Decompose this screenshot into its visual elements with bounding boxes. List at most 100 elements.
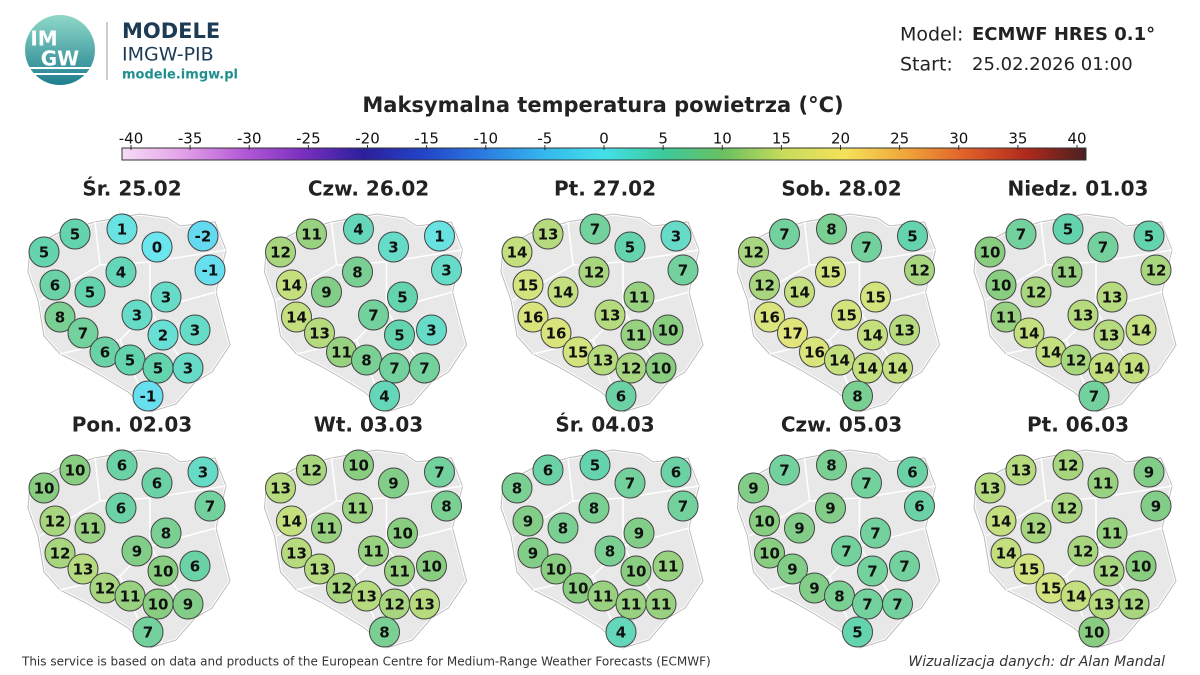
panel-title: Niedz. 01.03 <box>1008 177 1149 201</box>
temperature-marker <box>605 616 637 648</box>
temperature-label: 12 <box>743 244 764 262</box>
temperature-marker <box>652 314 684 346</box>
temperature-label: 12 <box>754 277 775 295</box>
temperature-label: 7 <box>867 563 877 581</box>
temperature-marker <box>179 550 211 582</box>
temperature-marker <box>1093 555 1125 587</box>
temperature-marker <box>1140 254 1172 286</box>
temperature-label: 12 <box>1124 596 1145 614</box>
temperature-marker <box>416 550 447 582</box>
temperature-marker <box>276 269 307 301</box>
temperature-marker <box>540 553 572 585</box>
temperature-label: 6 <box>100 344 110 362</box>
temperature-label: 8 <box>361 352 371 370</box>
temperature-label: 7 <box>892 596 902 614</box>
temperature-label: 11 <box>621 596 642 614</box>
temperature-label: 8 <box>834 588 844 606</box>
country-outline-shadow <box>500 213 704 413</box>
temperature-label: 4 <box>616 624 626 642</box>
temperature-marker <box>738 472 769 504</box>
temperature-marker <box>815 256 846 288</box>
temperature-label: 11 <box>389 563 410 581</box>
temperature-label: 8 <box>512 480 522 498</box>
panel-title: Śr. 25.02 <box>82 177 181 201</box>
temperature-label: 10 <box>759 545 780 563</box>
temperature-label: 5 <box>852 624 862 642</box>
temperature-marker <box>343 213 374 245</box>
colorbar-tick-label: 30 <box>949 130 968 148</box>
temperature-marker <box>265 236 296 268</box>
colorbar-tick-label: -30 <box>237 130 262 148</box>
temperature-label: 12 <box>1057 500 1078 518</box>
temperature-marker <box>106 213 138 245</box>
temperature-label: 15 <box>518 277 539 295</box>
temperature-label: 10 <box>546 561 567 579</box>
temperature-label: 10 <box>153 563 174 581</box>
temperature-label: 15 <box>1041 580 1062 598</box>
temperature-label: 6 <box>152 475 162 493</box>
temperature-label: 14 <box>1041 344 1062 362</box>
temperature-label: 14 <box>1124 360 1145 378</box>
temperature-label: 10 <box>754 513 775 531</box>
temperature-label: 7 <box>78 325 88 343</box>
temperature-label: -2 <box>195 228 212 246</box>
temperature-label: 8 <box>352 264 362 282</box>
panel-title: Wt. 03.03 <box>314 413 423 437</box>
temperature-label: 15 <box>820 264 841 282</box>
temperature-marker <box>387 281 418 313</box>
temperature-label: 8 <box>161 525 171 543</box>
temperature-label: 5 <box>85 284 95 302</box>
temperature-marker <box>1087 467 1119 499</box>
temperature-label: 9 <box>748 480 758 498</box>
temperature-label: 16 <box>523 309 544 327</box>
temperature-label: 12 <box>45 513 66 531</box>
temperature-marker <box>1051 256 1083 288</box>
temperature-label: 3 <box>161 289 171 307</box>
temperature-marker <box>384 319 415 351</box>
temperature-marker <box>990 537 1022 569</box>
temperature-marker <box>1078 380 1110 412</box>
temperature-label: 8 <box>826 221 836 239</box>
colorbar-tick-label: -35 <box>178 130 203 148</box>
temperature-label: 13 <box>309 561 330 579</box>
temperature-label: 14 <box>789 284 810 302</box>
temperature-marker <box>187 220 219 252</box>
temperature-marker <box>1020 512 1052 544</box>
footer-source: This service is based on data and produc… <box>21 655 711 669</box>
temperature-marker <box>121 299 153 331</box>
temperature-marker <box>547 276 579 308</box>
temperature-label: 6 <box>116 500 126 518</box>
temperature-label: 5 <box>153 360 163 378</box>
temperature-label: 5 <box>1144 228 1154 246</box>
temperature-marker <box>132 380 164 412</box>
temperature-marker <box>620 319 652 351</box>
temperature-label: 13 <box>286 545 307 563</box>
temperature-marker <box>150 517 182 549</box>
temperature-marker <box>816 449 847 481</box>
temperature-marker <box>749 269 780 301</box>
temperature-marker <box>777 317 808 349</box>
temperature-marker <box>769 454 800 486</box>
temperature-marker <box>342 256 373 288</box>
temperature-label: 12 <box>584 264 605 282</box>
temperature-marker <box>831 535 862 567</box>
temperature-marker <box>904 490 935 522</box>
country-outline-shadow <box>973 449 1177 649</box>
temperature-marker <box>343 449 374 481</box>
temperature-label: 11 <box>1102 525 1123 543</box>
temperature-label: 14 <box>857 360 878 378</box>
temperature-label: 13 <box>1102 289 1123 307</box>
temperature-marker <box>738 236 769 268</box>
temperature-label: 7 <box>899 558 909 576</box>
temperature-label: 13 <box>1073 307 1094 325</box>
temperature-label: 6 <box>117 457 127 475</box>
temperature-label: 3 <box>132 307 142 325</box>
temperature-label: 9 <box>1144 464 1154 482</box>
colorbar-tick-label: 15 <box>772 130 791 148</box>
temperature-label: 12 <box>1099 563 1120 581</box>
temperature-label: 10 <box>348 457 369 475</box>
temperature-marker <box>387 517 418 549</box>
temperature-marker <box>851 467 882 499</box>
